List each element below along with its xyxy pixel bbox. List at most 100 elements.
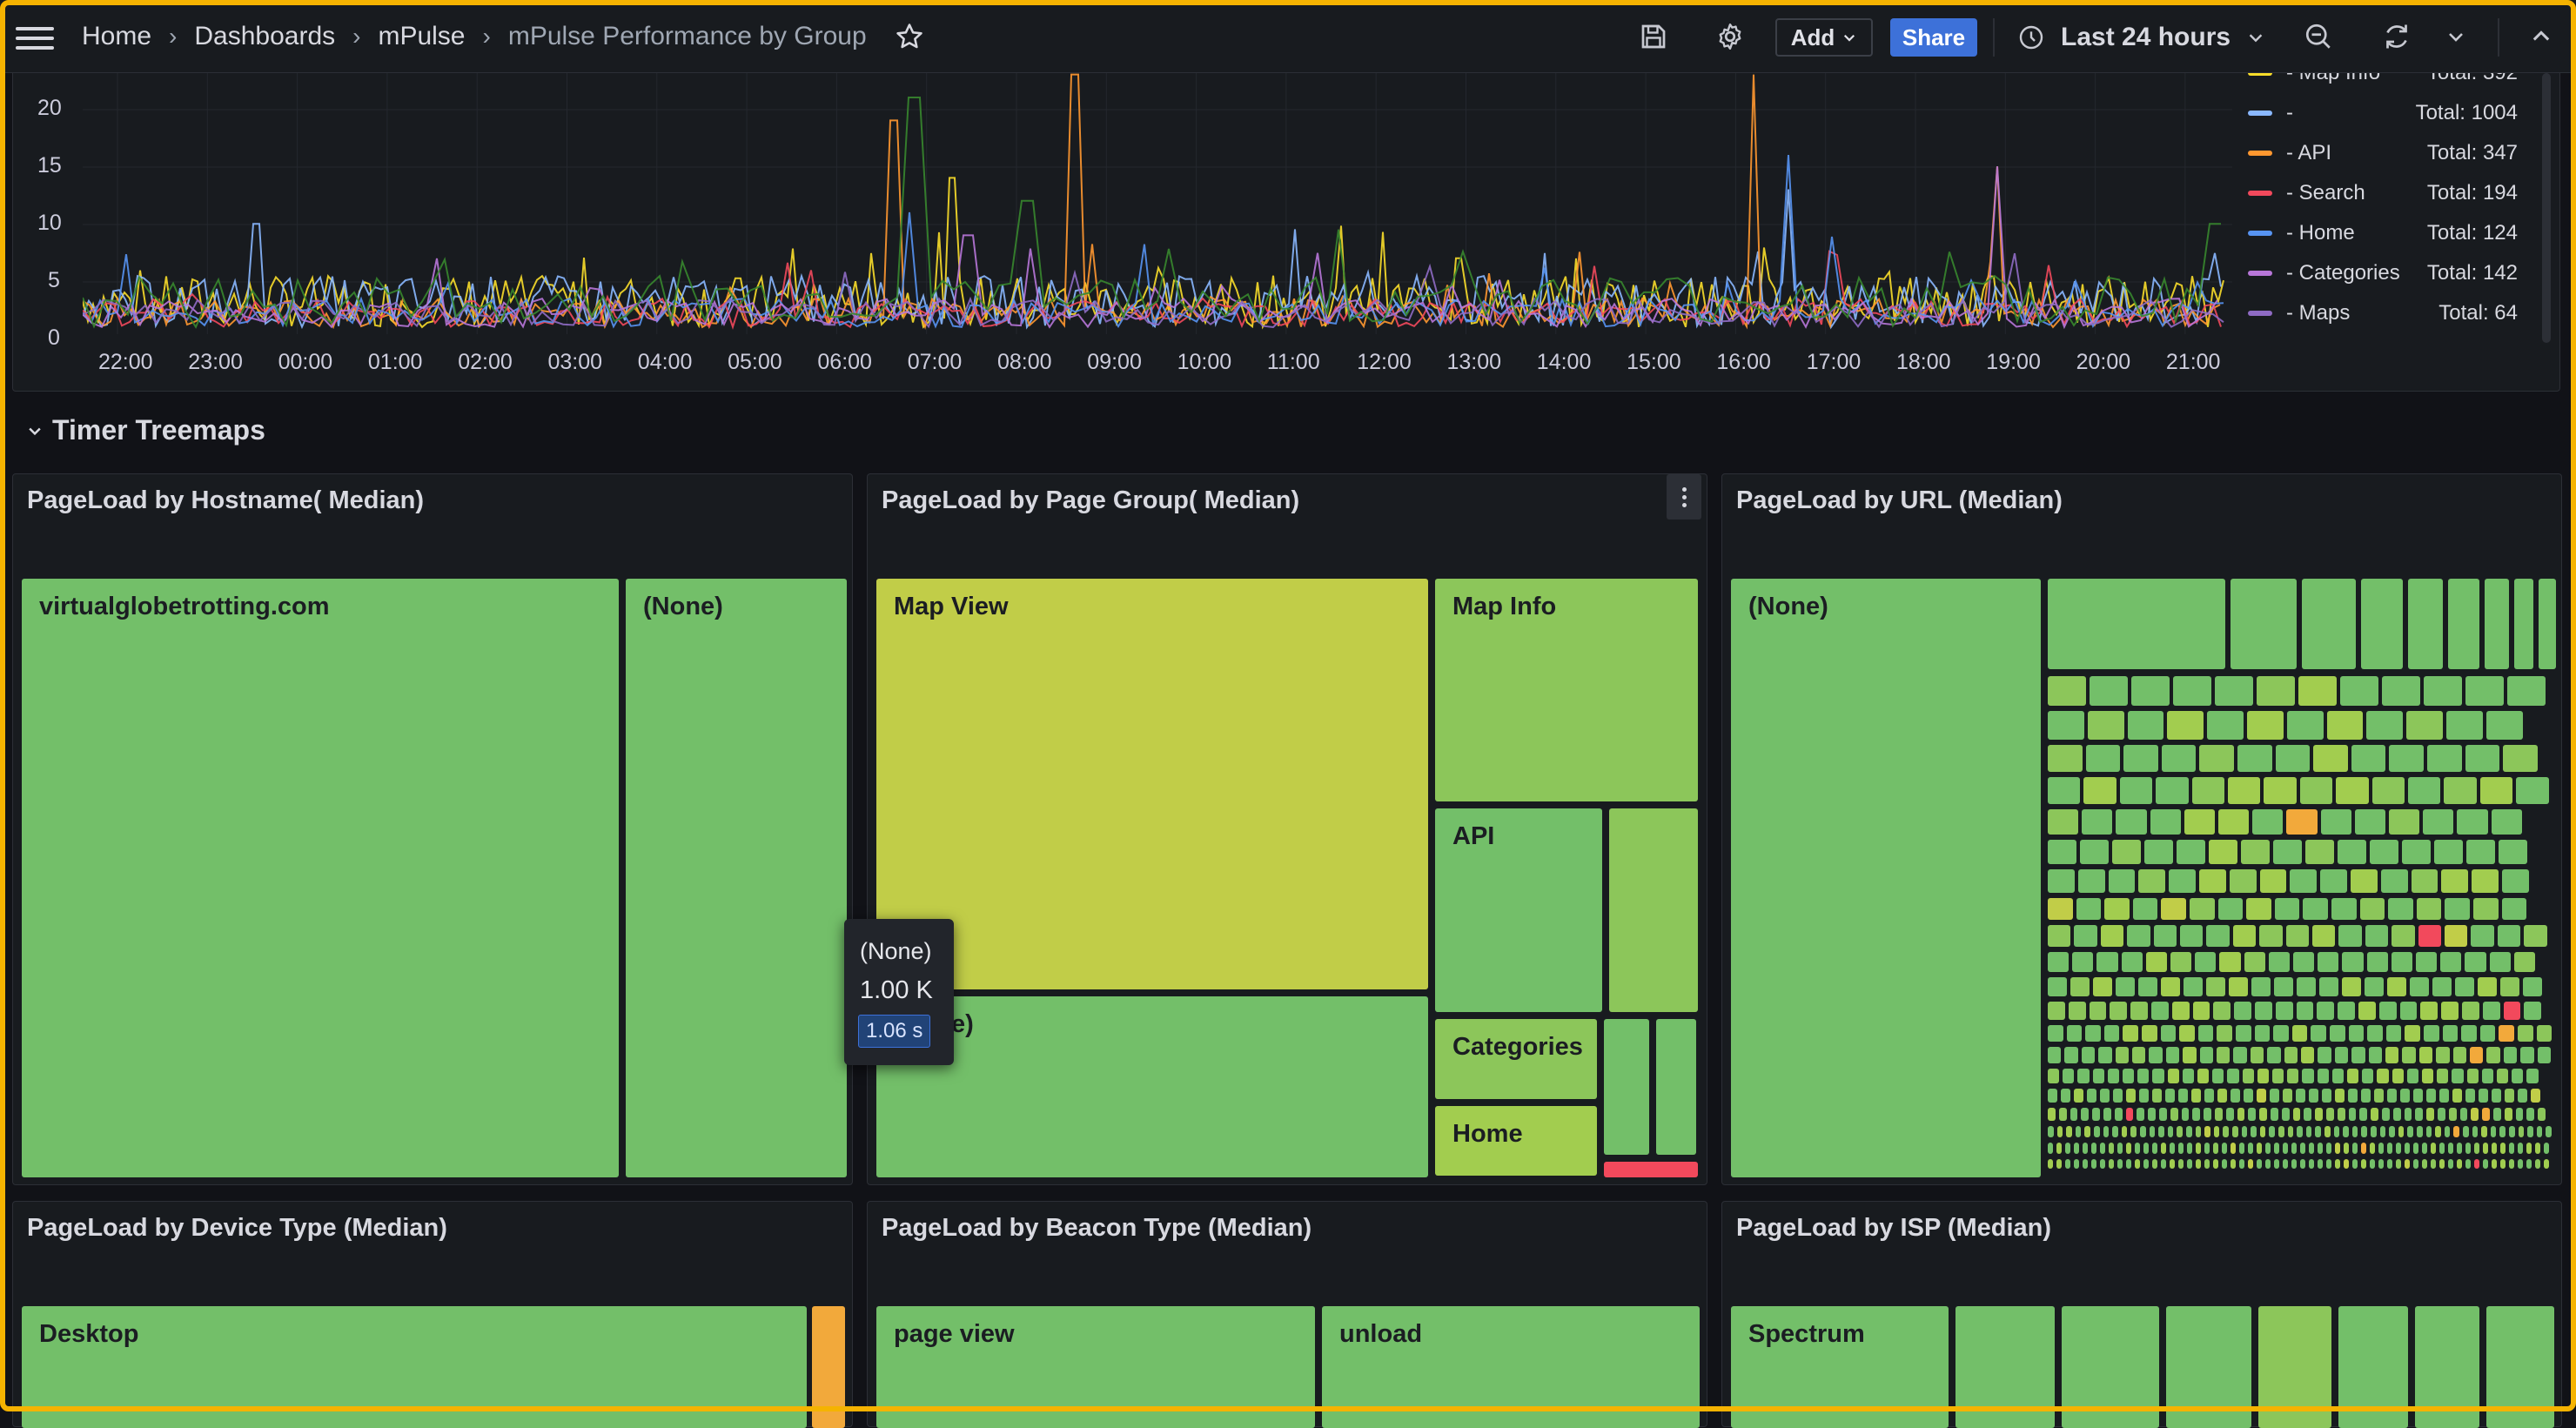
treemap-tile[interactable] xyxy=(2539,579,2556,669)
treemap-tile[interactable] xyxy=(2320,808,2351,835)
treemap-tile[interactable] xyxy=(2152,1158,2157,1169)
treemap-tile[interactable] xyxy=(2062,1306,2159,1428)
treemap-tile[interactable] xyxy=(2304,1108,2312,1121)
treemap-tile[interactable] xyxy=(2091,1158,2096,1169)
treemap-tile[interactable] xyxy=(2338,1002,2355,1020)
treemap-tile[interactable] xyxy=(2138,869,2166,893)
treemap-tile[interactable] xyxy=(2385,1024,2402,1043)
treemap-tile[interactable] xyxy=(2365,977,2384,996)
treemap-tile[interactable] xyxy=(2367,1024,2383,1043)
treemap-tile[interactable] xyxy=(2371,1108,2378,1121)
treemap-tile[interactable] xyxy=(2167,711,2204,740)
treemap-tile[interactable] xyxy=(2056,1158,2062,1169)
treemap-tile[interactable] xyxy=(2087,1089,2096,1103)
treemap-tile[interactable] xyxy=(2204,1143,2210,1154)
treemap-tile[interactable] xyxy=(2474,1143,2479,1154)
treemap-tile[interactable] xyxy=(2416,951,2438,972)
treemap-tile[interactable] xyxy=(2319,977,2338,996)
treemap-tile[interactable] xyxy=(2258,1306,2331,1428)
treemap-tile[interactable] xyxy=(2161,744,2197,773)
treemap-tile[interactable] xyxy=(2297,1125,2303,1138)
treemap-tile[interactable] xyxy=(2309,1089,2318,1103)
treemap-tile[interactable] xyxy=(2232,1125,2238,1138)
treemap-tile[interactable] xyxy=(2228,777,2261,804)
treemap-tile[interactable] xyxy=(2178,1089,2188,1103)
treemap-tile[interactable] xyxy=(2213,1002,2231,1020)
treemap-tile[interactable] xyxy=(2300,1143,2305,1154)
treemap-tile[interactable] xyxy=(2184,977,2203,996)
treemap-tile[interactable] xyxy=(2116,808,2147,835)
treemap-tile[interactable] xyxy=(2144,840,2173,864)
treemap-tile[interactable] xyxy=(2423,808,2454,835)
treemap-tile[interactable] xyxy=(2503,1047,2518,1063)
treemap-tile[interactable] xyxy=(2292,1108,2301,1121)
treemap-tile[interactable] xyxy=(2109,1143,2114,1154)
treemap-tile[interactable] xyxy=(1609,808,1698,1012)
treemap-tile[interactable] xyxy=(2463,1125,2469,1138)
treemap-tile[interactable] xyxy=(812,1306,845,1428)
treemap-tile[interactable] xyxy=(2422,1158,2427,1169)
treemap-tile[interactable] xyxy=(2377,1068,2389,1083)
treemap-tile[interactable] xyxy=(2143,1143,2149,1154)
treemap-tile[interactable] xyxy=(2241,840,2270,864)
treemap-tile[interactable] xyxy=(2518,1158,2523,1169)
treemap-tile[interactable] xyxy=(2259,869,2287,893)
treemap-tile[interactable] xyxy=(2424,1024,2439,1043)
treemap-tile[interactable] xyxy=(2370,840,2398,864)
treemap-tile[interactable] xyxy=(2448,1108,2457,1121)
treemap-tile[interactable] xyxy=(2293,951,2315,972)
treemap-tile[interactable] xyxy=(2265,1143,2271,1154)
treemap-tile[interactable] xyxy=(2092,1068,2104,1083)
treemap-tile[interactable] xyxy=(2192,1108,2201,1121)
treemap-tile[interactable] xyxy=(2177,1125,2183,1138)
treemap-tile[interactable] xyxy=(2121,1125,2128,1138)
treemap-tile[interactable] xyxy=(2077,869,2105,893)
treemap-tile[interactable] xyxy=(2094,1125,2100,1138)
treemap-tile[interactable] xyxy=(2405,1158,2410,1169)
treemap-tile[interactable] xyxy=(2370,1158,2375,1169)
treemap-tile[interactable] xyxy=(2169,869,2196,893)
treemap-tile[interactable] xyxy=(2113,1089,2123,1103)
treemap-tile[interactable] xyxy=(2103,1024,2120,1043)
treemap-tile[interactable] xyxy=(2227,1068,2239,1083)
treemap-tile[interactable] xyxy=(2378,1158,2384,1169)
treemap-tile[interactable] xyxy=(2333,1125,2340,1138)
treemap-tile[interactable] xyxy=(2160,1024,2177,1043)
treemap-tile[interactable] xyxy=(2248,1143,2253,1154)
treemap-tile[interactable] xyxy=(2526,1068,2539,1083)
treemap-tile[interactable] xyxy=(2213,1125,2220,1138)
treemap-tile[interactable] xyxy=(2302,579,2356,669)
treemap-tile[interactable]: unload xyxy=(1322,1306,1700,1428)
treemap-tile[interactable] xyxy=(2183,1047,2197,1063)
treemap-tile[interactable] xyxy=(2143,1158,2149,1169)
treemap-tile[interactable] xyxy=(2265,1158,2271,1169)
treemap-tile[interactable] xyxy=(2178,1143,2184,1154)
treemap-tile[interactable] xyxy=(2259,1108,2267,1121)
treemap-tile[interactable] xyxy=(2378,1002,2397,1020)
treemap-tile[interactable] xyxy=(2493,1108,2501,1121)
treemap-tile[interactable] xyxy=(2298,676,2337,706)
treemap-tile[interactable] xyxy=(2411,869,2438,893)
treemap-tile[interactable] xyxy=(2239,1158,2244,1169)
treemap-tile[interactable] xyxy=(2392,925,2415,947)
treemap-tile[interactable] xyxy=(2486,1047,2500,1063)
treemap-tile[interactable] xyxy=(2165,1089,2175,1103)
treemap-tile[interactable] xyxy=(2048,808,2079,835)
treemap-tile[interactable] xyxy=(2387,1158,2392,1169)
treemap-tile[interactable] xyxy=(2408,579,2443,669)
treemap-tile[interactable]: API xyxy=(1435,808,1602,1012)
treemap-tile[interactable] xyxy=(2191,1089,2201,1103)
treemap-tile[interactable] xyxy=(2503,1002,2521,1020)
treemap-tile[interactable] xyxy=(2335,1089,2345,1103)
treemap-tile[interactable] xyxy=(2524,925,2547,947)
treemap-tile[interactable] xyxy=(2081,1047,2096,1063)
treemap-tile[interactable] xyxy=(2413,1143,2418,1154)
treemap-tile[interactable] xyxy=(2232,925,2257,947)
treemap-tile[interactable] xyxy=(2526,1108,2535,1121)
treemap-tile[interactable] xyxy=(2096,951,2118,972)
treemap-tile[interactable] xyxy=(2110,1002,2128,1020)
treemap-tile[interactable] xyxy=(2213,1143,2218,1154)
treemap-tile[interactable] xyxy=(2344,1158,2349,1169)
treemap-tile[interactable] xyxy=(2312,925,2336,947)
treemap-tile[interactable] xyxy=(2048,1024,2063,1043)
